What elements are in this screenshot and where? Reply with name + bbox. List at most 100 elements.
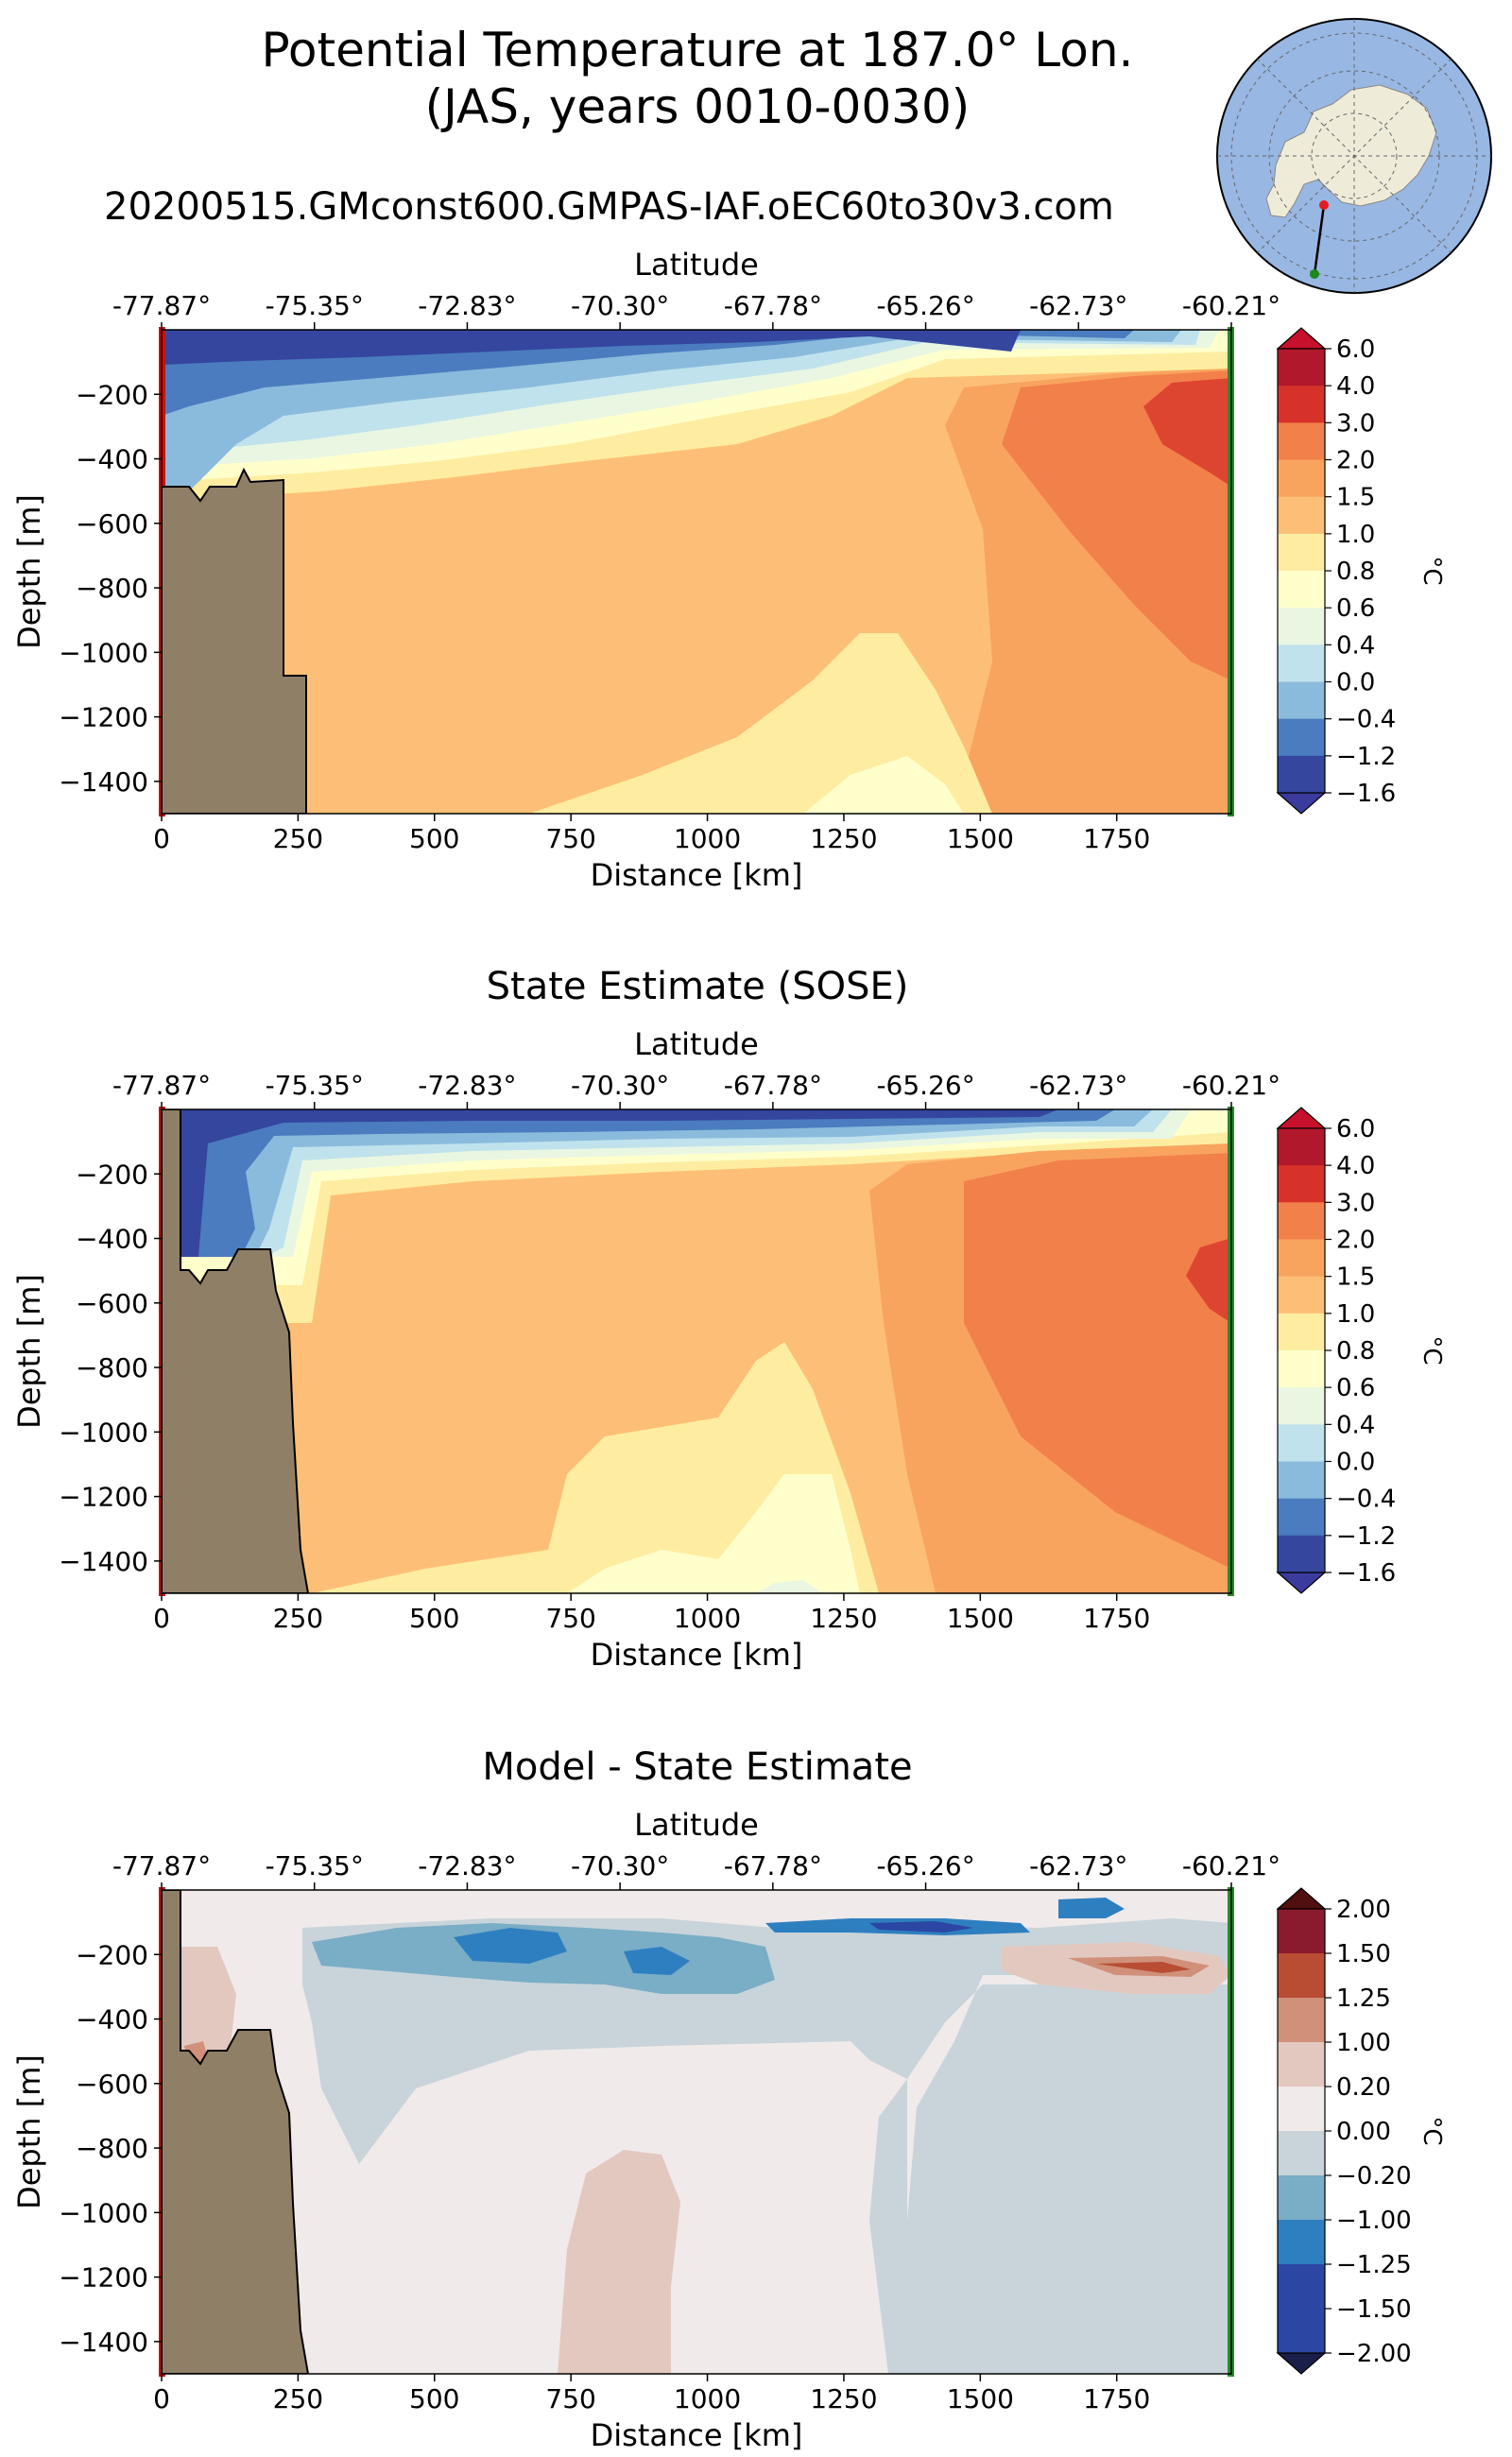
p2-ylabel: Depth [m] <box>11 1274 47 1429</box>
p3-lat-tick-label: -65.26° <box>876 1850 974 1881</box>
p1-colorbar-label: −1.6 <box>1336 780 1396 808</box>
p3-colorbar-label: 1.25 <box>1336 1984 1391 2013</box>
p2-lat-tick-label: -77.87° <box>112 1070 211 1101</box>
p1-colorbar-segment <box>1278 496 1325 535</box>
p1-lat-tick-label: -60.21° <box>1182 290 1280 321</box>
p2-colorbar-label: 3.0 <box>1336 1189 1375 1217</box>
p2-xtick-label: 500 <box>409 1603 459 1634</box>
p3-colorbar-bottom-extend <box>1276 2352 1327 2375</box>
p2-colorbar-segment <box>1278 1350 1325 1388</box>
p2-xtick-label: 1750 <box>1083 1603 1150 1634</box>
p1-colorbar-label: 0.4 <box>1336 631 1375 660</box>
p2-lat-tick-label: -65.26° <box>876 1070 974 1101</box>
p3-colorbar-label: −0.20 <box>1336 2162 1412 2191</box>
map-transect-end <box>1310 269 1319 279</box>
p2-top-xlabel: Latitude <box>634 1026 759 1062</box>
p1-colorbar-label: 0.0 <box>1336 669 1375 697</box>
p3-top-xlabel: Latitude <box>634 1807 759 1843</box>
p1-colorbar-segment <box>1278 533 1325 572</box>
p3-ytick-label: −1200 <box>59 2262 148 2294</box>
panel-3-axes-frame <box>161 1889 1232 2375</box>
p2-lat-tick-label: -75.35° <box>266 1070 364 1101</box>
p1-lat-tick-label: -70.30° <box>571 290 669 321</box>
p3-band-neg1.25 <box>454 1928 567 1964</box>
p1-xtick-label: 1250 <box>810 823 877 854</box>
p3-xtick-label: 0 <box>153 2383 170 2414</box>
p3-ytick-label: −200 <box>76 1939 148 1970</box>
p2-colorbar-label: 0.4 <box>1336 1411 1375 1439</box>
p1-colorbar-label: 3.0 <box>1336 409 1375 438</box>
p3-ytick-label: −600 <box>76 2069 148 2100</box>
p3-lat-tick-label: -75.35° <box>266 1850 364 1881</box>
antarctic-locator-map <box>1216 18 1492 294</box>
p3-colorbar-segment <box>1278 2042 1325 2088</box>
p2-colorbar-segment <box>1278 1128 1325 1166</box>
p2-colorbar-segment <box>1278 1165 1325 1203</box>
p2-colorbar-top-extend <box>1276 1107 1327 1129</box>
p3-warm-1.25 <box>1096 1962 1191 1973</box>
p2-deep-0.8 <box>312 1342 879 1593</box>
p2-colorbar-unit: °C <box>1418 1335 1446 1365</box>
p3-lat-tick-label: -70.30° <box>571 1850 669 1881</box>
p1-lat-tick-label: -72.83° <box>418 290 516 321</box>
p3-band-neg1.25d <box>1058 1898 1125 1918</box>
p2-colorbar-label: 1.0 <box>1336 1300 1375 1329</box>
p2-colorbar-segment <box>1278 1387 1325 1425</box>
panel-3-field <box>162 1890 1231 2374</box>
p2-xtick-label: 250 <box>273 1603 323 1634</box>
panel-1-axes-frame <box>161 329 1232 815</box>
p1-colorbar-segment <box>1278 459 1325 498</box>
p1-ytick-label: −600 <box>76 508 148 540</box>
p3-colorbar-unit: °C <box>1418 2116 1446 2145</box>
p2-warm-4.0 <box>1186 1238 1231 1323</box>
p2-colorbar-segment <box>1278 1313 1325 1351</box>
p3-colorbar-segment <box>1278 1909 1325 1954</box>
p1-colorbar-segment <box>1278 386 1325 423</box>
p2-lat-tick-label: -70.30° <box>571 1070 669 1101</box>
p2-colorbar-segment <box>1278 1202 1325 1240</box>
p3-colorbar-top-extend <box>1276 1887 1327 1910</box>
p1-ytick-label: −400 <box>76 444 148 475</box>
p1-ytick-label: −800 <box>76 573 148 604</box>
p2-colorbar-segment <box>1278 1424 1325 1462</box>
p3-colorbar-segment <box>1278 2087 1325 2132</box>
panel-2-axes-frame <box>161 1108 1232 1594</box>
p3-band-neg1.50 <box>869 1921 973 1933</box>
p3-xtick-label: 1250 <box>810 2383 877 2414</box>
p1-colorbar-segment <box>1278 571 1325 609</box>
p3-bathymetry <box>162 1890 310 2374</box>
p2-warm-3.0 <box>964 1153 1231 1569</box>
p3-colorbar-label: −1.00 <box>1336 2207 1412 2235</box>
p3-ytick-label: −1400 <box>59 2327 148 2358</box>
p3-xtick-label: 1000 <box>674 2383 741 2414</box>
p3-xtick-label: 250 <box>273 2383 323 2414</box>
p3-colorbar-label: −1.25 <box>1336 2251 1412 2279</box>
p1-colorbar-label: 0.6 <box>1336 594 1375 623</box>
p1-ylabel: Depth [m] <box>11 494 47 649</box>
p1-colorbar-label: −1.2 <box>1336 743 1396 771</box>
p2-colorbar-label: 0.6 <box>1336 1374 1375 1402</box>
p2-ytick-label: −600 <box>76 1288 148 1319</box>
p1-xtick-label: 500 <box>409 823 459 854</box>
p3-xtick-label: 1750 <box>1083 2383 1150 2414</box>
p2-colorbar-label: 0.8 <box>1336 1337 1375 1366</box>
p3-lat-tick-label: -77.87° <box>112 1850 211 1881</box>
p2-ytick-label: −800 <box>76 1352 148 1383</box>
p1-colorbar-top-extend <box>1276 327 1327 350</box>
p3-lat-tick-label: -62.73° <box>1029 1850 1127 1881</box>
p1-colorbar-segment <box>1278 422 1325 460</box>
panel-2-field <box>162 1109 1231 1593</box>
axes-layer: 0 250 500 750 1000 1250 1500 1750 Distance [km] −… <box>11 247 1280 2453</box>
p3-lat-tick-label: -60.21° <box>1182 1850 1280 1881</box>
p3-xtick-label: 1500 <box>947 2383 1014 2414</box>
p2-ytick-label: −200 <box>76 1159 148 1190</box>
p3-colorbar-label: 2.00 <box>1336 1896 1391 1924</box>
p1-colorbar-label: 1.0 <box>1336 521 1375 549</box>
p1-colorbar-label: 6.0 <box>1336 335 1375 364</box>
p3-xtick-label: 500 <box>409 2383 459 2414</box>
p1-colorbar-label: 2.0 <box>1336 447 1375 475</box>
p1-top-xlabel: Latitude <box>634 247 759 283</box>
p2-xtick-label: 0 <box>153 1603 170 1634</box>
p2-colorbar-segment <box>1278 1239 1325 1278</box>
